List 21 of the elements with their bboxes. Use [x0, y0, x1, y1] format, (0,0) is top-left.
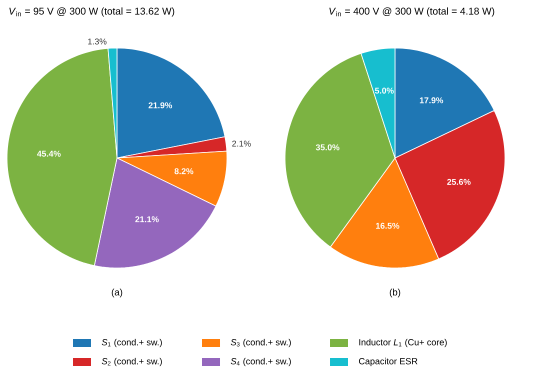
text: (b) [390, 288, 400, 298]
legend-label: S$_{4}$ (cond.+ sw.) [230, 358, 291, 366]
data-label: 1.3% [88, 38, 106, 44]
data-label: 21.9% [148, 102, 172, 108]
legend-label: Capacitor ESR [358, 358, 418, 366]
legend-label: S$_{2}$ (cond.+ sw.) [102, 358, 162, 366]
data-label: 17.9% [420, 97, 444, 104]
data-label: 16.5% [376, 222, 400, 229]
text: (a) [112, 288, 122, 298]
data-label: 35.0% [316, 144, 340, 150]
chart-title: V$_{in}$ = 95 V @ 300 W (total = 13.62 W) [9, 7, 174, 17]
data-label: 8.2% [174, 168, 194, 174]
data-label: 25.6% [447, 178, 471, 185]
legend-label: S$_{1}$ (cond.+ sw.) [102, 338, 162, 348]
data-label: 21.1% [135, 216, 159, 222]
legend-label: Inductor L$_{1}$ (Cu+ core) [359, 338, 447, 348]
data-label: 5.0% [374, 88, 394, 94]
legend-label: S$_{3}$ (cond.+ sw.) [230, 338, 291, 348]
chart-title: V$_{in}$ = 400 V @ 300 W (total = 4.18 W) [329, 7, 494, 17]
data-label: 2.1% [232, 140, 251, 147]
data-label: 45.4% [37, 150, 61, 157]
